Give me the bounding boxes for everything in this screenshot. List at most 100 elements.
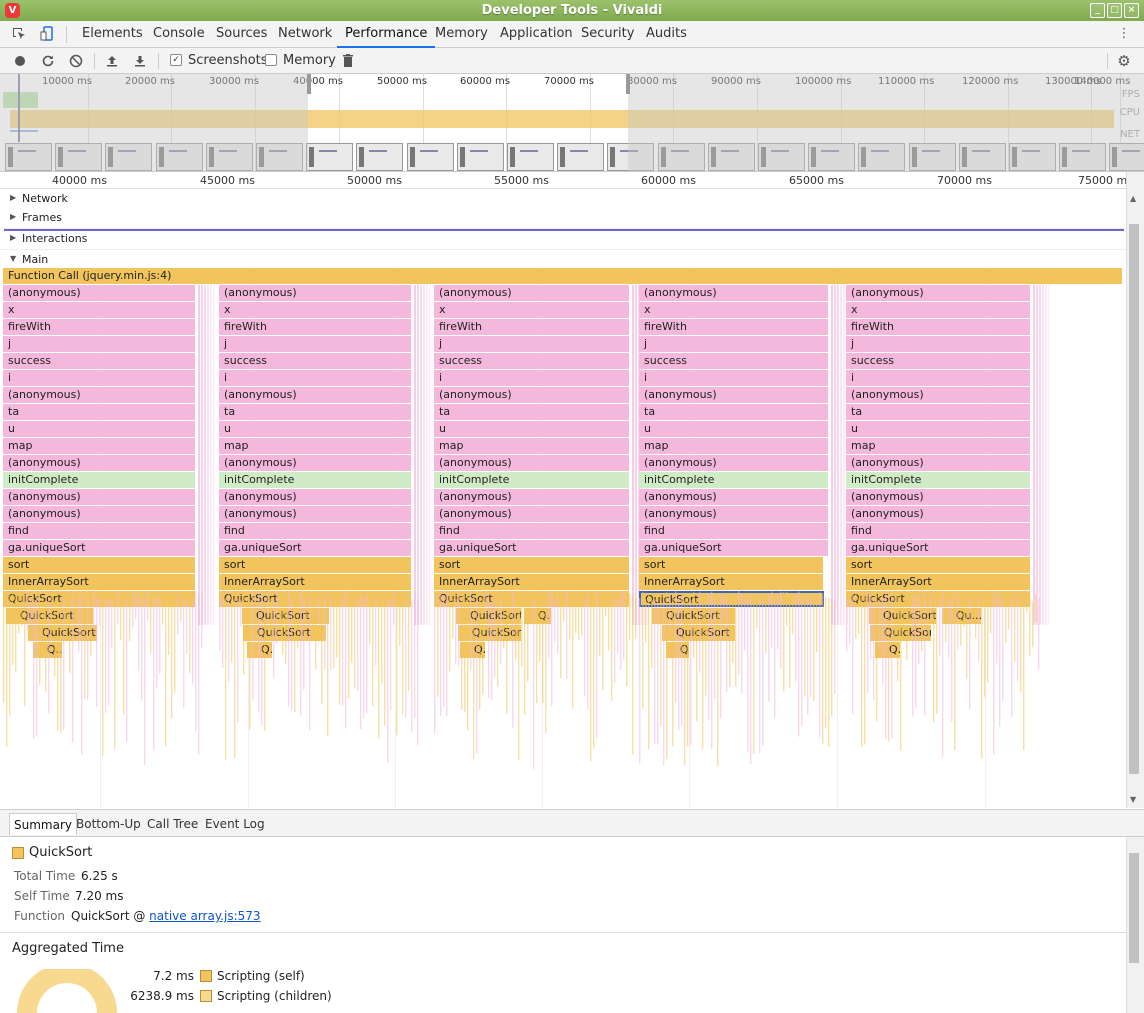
flame-bar[interactable]: i (434, 370, 630, 386)
scrollbar-thumb[interactable] (1129, 853, 1139, 963)
flame-bar[interactable]: InnerArraySort (846, 574, 1031, 590)
flame-bar[interactable]: (anonymous) (434, 455, 630, 471)
flame-bar[interactable]: find (3, 523, 196, 539)
flame-bar[interactable]: (anonymous) (639, 506, 829, 522)
flame-bar[interactable]: map (3, 438, 196, 454)
flame-scrollbar[interactable]: ▲ ▼ (1126, 172, 1144, 808)
upload-icon[interactable] (104, 53, 120, 69)
screenshot-thumbnail[interactable] (607, 143, 654, 171)
close-button[interactable]: × (1124, 3, 1139, 18)
triangle-icon[interactable]: ▶ (10, 212, 17, 221)
flame-bar[interactable]: x (639, 302, 829, 318)
flame-bar[interactable]: i (219, 370, 412, 386)
screenshot-thumbnail[interactable] (5, 143, 52, 171)
detail-tab-bottom-up[interactable]: Bottom-Up (76, 817, 141, 831)
track-frames[interactable]: ▶ Frames (0, 208, 1126, 229)
screenshot-thumbnail[interactable] (105, 143, 152, 171)
flame-bar[interactable]: (anonymous) (846, 489, 1031, 505)
flame-bar[interactable]: (anonymous) (3, 489, 196, 505)
screenshot-thumbnail[interactable] (808, 143, 855, 171)
flame-bar[interactable]: j (434, 336, 630, 352)
flame-bar[interactable]: initComplete (219, 472, 412, 488)
flame-bar[interactable]: find (846, 523, 1031, 539)
screenshot-thumbnail[interactable] (909, 143, 956, 171)
screenshot-thumbnail[interactable] (1059, 143, 1106, 171)
flame-bar[interactable]: ta (3, 404, 196, 420)
detail-tab-call-tree[interactable]: Call Tree (147, 817, 199, 831)
flame-bar[interactable]: ta (639, 404, 829, 420)
flame-bar[interactable]: ga.uniqueSort (639, 540, 829, 556)
screenshot-thumbnail[interactable] (1109, 143, 1144, 171)
flame-bar[interactable]: (anonymous) (219, 387, 412, 403)
flame-bar[interactable]: x (3, 302, 196, 318)
tab-security[interactable]: Security (581, 26, 635, 41)
flame-bar[interactable]: i (3, 370, 196, 386)
gear-icon[interactable]: ⚙ (1117, 52, 1131, 70)
screenshot-thumbnail[interactable] (557, 143, 604, 171)
screenshot-thumbnail[interactable] (256, 143, 303, 171)
flame-bar[interactable]: (anonymous) (3, 455, 196, 471)
screenshot-thumbnail[interactable] (758, 143, 805, 171)
flame-bar[interactable]: sort (3, 557, 196, 573)
inspect-icon[interactable] (11, 26, 27, 42)
tab-sources[interactable]: Sources (216, 26, 268, 41)
flame-bar[interactable]: ga.uniqueSort (434, 540, 630, 556)
flame-bar[interactable]: j (639, 336, 829, 352)
flame-bar[interactable]: find (434, 523, 630, 539)
flame-bar[interactable]: initComplete (846, 472, 1031, 488)
detail-tab-event-log[interactable]: Event Log (205, 817, 265, 831)
screenshot-thumbnail[interactable] (457, 143, 504, 171)
flame-bar[interactable]: (anonymous) (846, 455, 1031, 471)
track-network[interactable]: ▶ Network (0, 189, 1126, 210)
flame-bar[interactable]: ta (846, 404, 1031, 420)
flame-bar[interactable]: fireWith (219, 319, 412, 335)
flame-bar[interactable]: map (639, 438, 829, 454)
flame-bar[interactable]: InnerArraySort (434, 574, 630, 590)
flame-bar[interactable]: u (434, 421, 630, 437)
tab-console[interactable]: Console (153, 26, 205, 41)
triangle-icon[interactable]: ▶ (10, 193, 17, 202)
flame-bar[interactable]: (anonymous) (434, 387, 630, 403)
timeline-overview[interactable]: 10000 ms 20000 ms 30000 ms 40000 ms 50000 ms… (0, 74, 1144, 172)
maximize-button[interactable]: □ (1107, 3, 1122, 18)
flame-bar[interactable]: (anonymous) (434, 489, 630, 505)
screenshot-thumbnail[interactable] (858, 143, 905, 171)
flame-bar[interactable]: map (219, 438, 412, 454)
flame-bar[interactable]: initComplete (3, 472, 196, 488)
flame-bar[interactable]: x (219, 302, 412, 318)
flame-bar[interactable]: u (846, 421, 1031, 437)
screenshot-thumbnail[interactable] (55, 143, 102, 171)
flame-bar[interactable]: j (3, 336, 196, 352)
screenshot-thumbnail[interactable] (708, 143, 755, 171)
flame-bar[interactable]: (anonymous) (639, 455, 829, 471)
flame-bar[interactable]: (anonymous) (434, 285, 630, 301)
flame-bar[interactable]: ga.uniqueSort (846, 540, 1031, 556)
minimize-button[interactable]: _ (1090, 3, 1105, 18)
screenshot-thumbnail[interactable] (356, 143, 403, 171)
screenshot-thumbnail[interactable] (407, 143, 454, 171)
triangle-icon[interactable]: ▼ (10, 254, 17, 263)
flame-bar[interactable]: fireWith (434, 319, 630, 335)
screenshot-thumbnail[interactable] (156, 143, 203, 171)
flame-bar[interactable]: (anonymous) (219, 506, 412, 522)
tab-network[interactable]: Network (278, 26, 333, 41)
flame-bar[interactable]: (anonymous) (3, 285, 196, 301)
flame-bar[interactable]: sort (639, 557, 824, 573)
detail-tab-summary[interactable]: Summary (9, 813, 77, 835)
tab-memory[interactable]: Memory (435, 26, 488, 41)
selection-handle-left[interactable] (307, 74, 311, 94)
flame-bar[interactable]: find (639, 523, 829, 539)
screenshots-checkbox[interactable]: ✓ (170, 54, 182, 66)
flame-bar[interactable]: InnerArraySort (219, 574, 412, 590)
summary-scrollbar[interactable] (1126, 837, 1144, 1013)
flame-bar-function-call[interactable]: Function Call (jquery.min.js:4) (3, 268, 1123, 284)
flame-bar[interactable]: success (219, 353, 412, 369)
tab-audits[interactable]: Audits (646, 26, 687, 41)
flame-bar[interactable]: (anonymous) (639, 387, 829, 403)
flame-bar[interactable]: i (639, 370, 829, 386)
flame-bar[interactable]: j (846, 336, 1031, 352)
flame-bar[interactable]: ta (219, 404, 412, 420)
trash-icon[interactable] (340, 53, 356, 69)
screenshot-thumbnail[interactable] (306, 143, 353, 171)
source-link[interactable]: native array.js:573 (149, 909, 261, 923)
